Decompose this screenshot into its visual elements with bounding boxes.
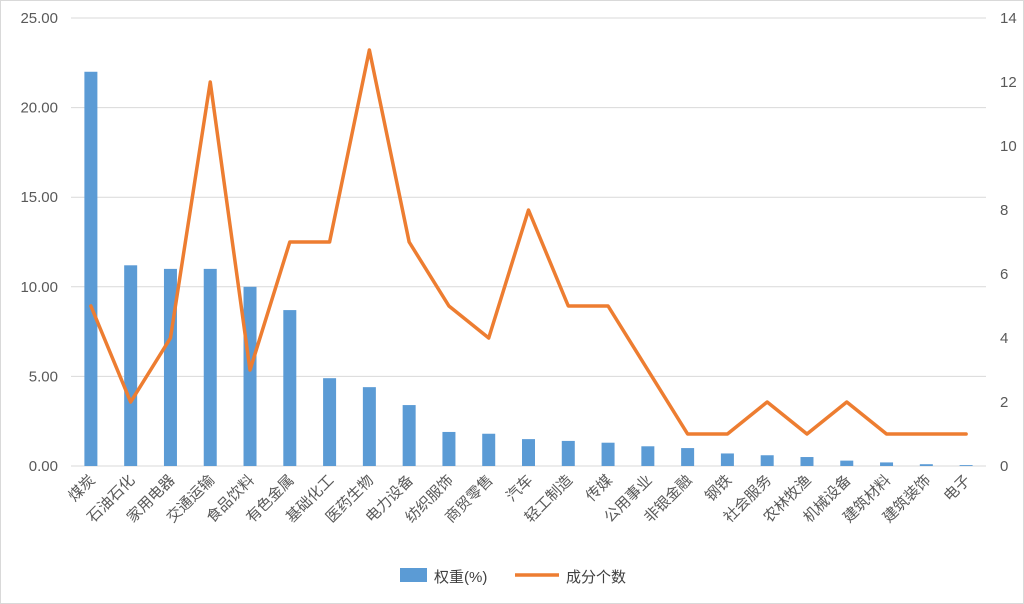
- line-series: [89, 48, 968, 436]
- y-axis-right-tick-label: 8: [1000, 202, 1008, 219]
- bar: [800, 457, 814, 466]
- bar: [243, 286, 257, 466]
- bar: [880, 462, 894, 466]
- bar: [362, 387, 376, 466]
- x-axis-label: 煤炭: [65, 472, 98, 505]
- y-axis-left-tick-label: 15.00: [20, 189, 58, 206]
- bar: [323, 378, 337, 466]
- bar: [760, 455, 774, 466]
- x-axis-label: 电子: [941, 472, 974, 505]
- bar: [84, 71, 98, 466]
- bar: [283, 310, 297, 466]
- bar: [522, 439, 535, 466]
- plot-area: 0.00 5.00 10.00 15.00 20.00 25.00 0 2 4 6 8 10 12 14 煤…: [20, 10, 1016, 526]
- y-axis-right-tick-label: 12: [1000, 74, 1017, 91]
- y-axis-right-tick-label: 14: [1000, 10, 1017, 27]
- y-axis-right-tick-label: 0: [1000, 458, 1008, 475]
- bar: [402, 405, 416, 466]
- bar: [442, 431, 456, 466]
- bar: [124, 265, 138, 466]
- bar: [561, 440, 575, 466]
- bar: [959, 465, 973, 466]
- x-axis-label: 汽车: [503, 472, 536, 505]
- x-axis-label: 传媒: [583, 472, 616, 505]
- bar: [840, 460, 854, 466]
- legend-line-label: 成分个数: [566, 569, 626, 586]
- y-axis-right-tick-label: 2: [1000, 394, 1008, 411]
- legend-bar-label: 权重(%): [434, 569, 487, 586]
- y-axis-left-tick-label: 5.00: [29, 368, 58, 385]
- bar: [641, 446, 655, 466]
- bar: [601, 442, 615, 466]
- y-axis-left-tick-label: 20.00: [20, 100, 58, 117]
- y-axis-right-tick-label: 6: [1000, 266, 1008, 283]
- chart-legend: 权重(%) 成分个数: [400, 568, 626, 586]
- bar: [681, 448, 695, 466]
- bar: [203, 268, 217, 466]
- bar-swatch-icon: [400, 568, 427, 582]
- y-axis-left-tick-label: 0.00: [29, 458, 58, 475]
- y-axis-left-tick-label: 25.00: [20, 10, 58, 27]
- bar: [482, 433, 496, 466]
- y-axis-right-tick-label: 10: [1000, 138, 1017, 155]
- bar: [919, 464, 933, 466]
- bar: [720, 453, 734, 466]
- y-axis-right-tick-label: 4: [1000, 330, 1008, 347]
- y-axis-left-tick-label: 10.00: [20, 279, 58, 296]
- x-axis-label: 钢铁: [702, 472, 735, 505]
